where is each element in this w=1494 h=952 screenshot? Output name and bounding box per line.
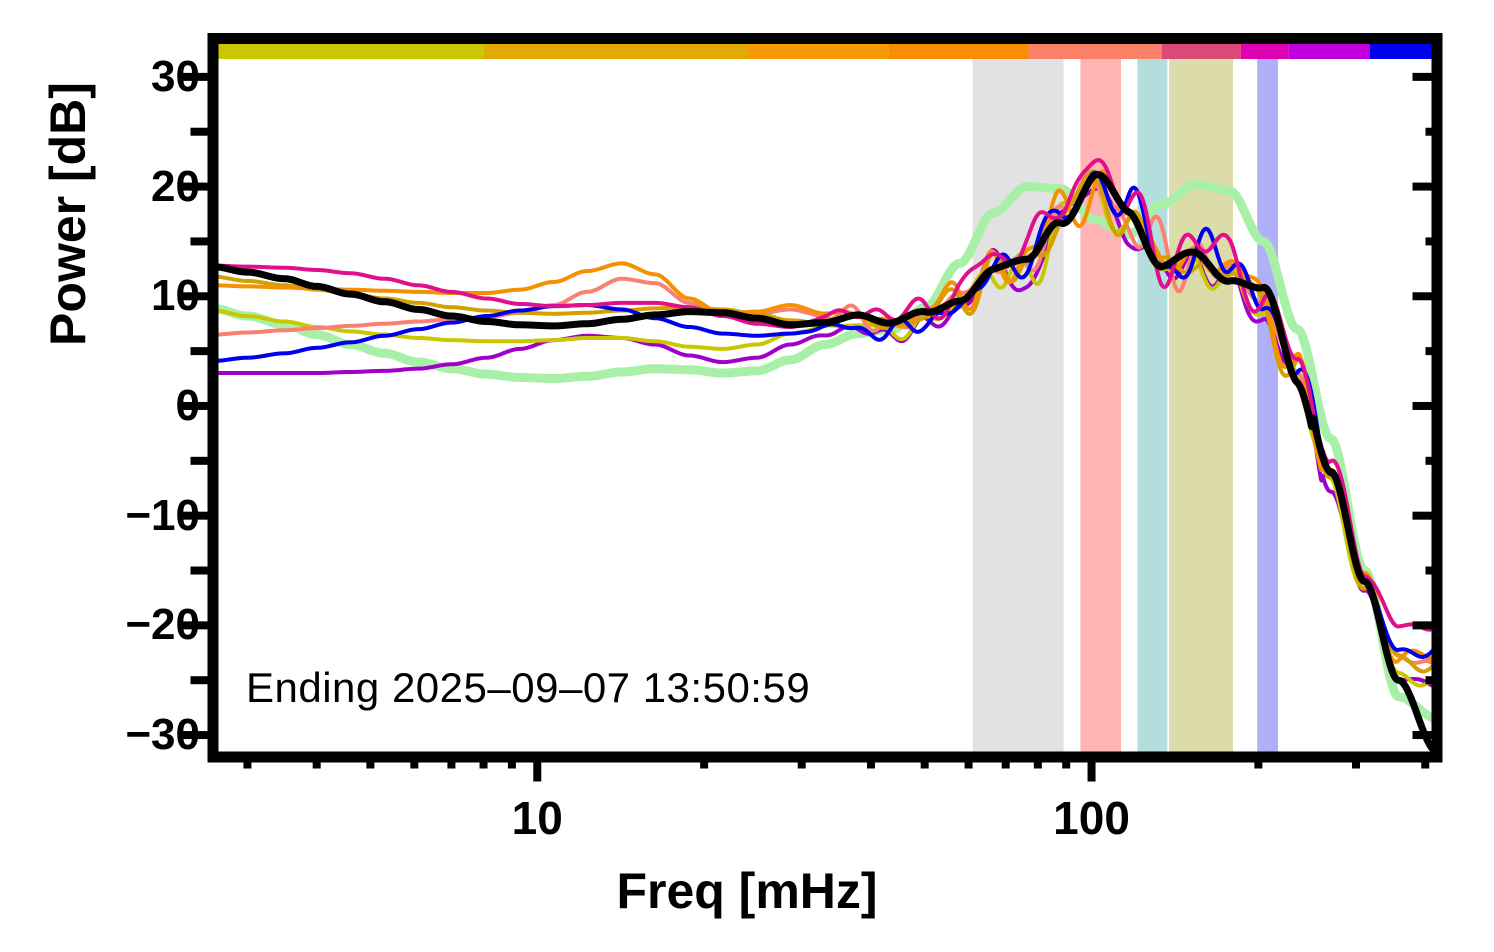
y-tick-minor <box>190 456 208 465</box>
seg-orange <box>888 42 1029 59</box>
y-tick-minor <box>190 676 208 685</box>
x-tick-minor <box>507 751 516 769</box>
y-tick-major <box>177 72 208 81</box>
y-tick-major <box>177 511 208 520</box>
seg-amber <box>748 42 889 59</box>
top-spine <box>207 33 1443 44</box>
x-tick-major <box>533 751 542 782</box>
y-tick-minor-right <box>1425 127 1432 136</box>
seg-magenta <box>1240 42 1289 59</box>
x-tick-minor <box>447 751 456 769</box>
seg-rose <box>1161 42 1241 59</box>
y-tick-major <box>177 401 208 410</box>
series-dark-goldenrod <box>213 169 1437 674</box>
x-tick-minor <box>243 751 252 769</box>
x-tick-minor <box>410 751 419 769</box>
series-orange <box>213 169 1437 664</box>
x-tick-minor <box>866 751 875 769</box>
y-tick-minor-right <box>1425 237 1432 246</box>
series-light-green <box>213 179 1437 724</box>
series-magenta <box>213 158 1437 632</box>
series-purple <box>213 186 1437 690</box>
band-teal <box>1137 44 1168 752</box>
y-tick-minor-right <box>1425 456 1432 465</box>
y-axis-line <box>207 33 219 763</box>
seg-goldenrod <box>483 42 749 59</box>
ending-timestamp-annotation: Ending 2025–09–07 13:50:59 <box>246 663 811 711</box>
x-tick-minor <box>1033 751 1042 769</box>
x-axis-label: Freq [mHz] <box>616 863 878 919</box>
x-tick-minor <box>700 751 709 769</box>
y-tick-major <box>177 731 208 740</box>
series-yellow-olive <box>213 175 1437 688</box>
x-tick-minor <box>1254 751 1263 769</box>
x-tick-major <box>1087 751 1096 782</box>
right-spine <box>1431 33 1443 763</box>
y-tick-minor-right <box>1425 676 1432 685</box>
y-tick-major-right <box>1412 182 1432 191</box>
x-tick-minor <box>1352 751 1361 769</box>
y-tick-major-right <box>1412 401 1432 410</box>
y-tick-major <box>177 292 208 301</box>
x-axis-line <box>207 751 1443 763</box>
y-tick-major-right <box>1412 511 1432 520</box>
y-tick-major-right <box>1412 72 1432 81</box>
seg-purple <box>1288 42 1371 59</box>
x-tick-minor <box>1001 751 1010 769</box>
series-black-mean <box>213 171 1437 756</box>
seg-blue <box>1370 42 1437 59</box>
y-tick-minor <box>190 347 208 356</box>
band-pink <box>1080 44 1121 752</box>
y-tick-major <box>177 182 208 191</box>
x-tick-minor <box>920 751 929 769</box>
y-tick-major-right <box>1412 292 1432 301</box>
x-tick-label: 100 <box>1053 792 1130 844</box>
series-salmon <box>213 172 1437 669</box>
x-tick-minor <box>1421 751 1430 769</box>
seg-olive <box>213 42 484 59</box>
x-tick-minor <box>312 751 321 769</box>
x-tick-minor <box>366 751 375 769</box>
x-tick-minor <box>1062 751 1071 769</box>
seg-salmon <box>1028 42 1162 59</box>
y-tick-minor-right <box>1425 566 1432 575</box>
y-tick-minor <box>190 127 208 136</box>
y-tick-minor <box>190 566 208 575</box>
x-tick-minor <box>964 751 973 769</box>
y-tick-minor <box>190 237 208 246</box>
y-tick-minor-right <box>1425 347 1432 356</box>
y-tick-major-right <box>1412 731 1432 740</box>
x-tick-label: 10 <box>511 792 563 844</box>
y-tick-major <box>177 621 208 630</box>
band-khaki <box>1169 44 1234 752</box>
x-tick-minor <box>797 751 806 769</box>
band-gray <box>972 44 1064 752</box>
y-tick-major-right <box>1412 621 1432 630</box>
series-blue <box>213 170 1437 659</box>
x-tick-minor <box>479 751 488 769</box>
band-periwinkle <box>1257 44 1279 752</box>
